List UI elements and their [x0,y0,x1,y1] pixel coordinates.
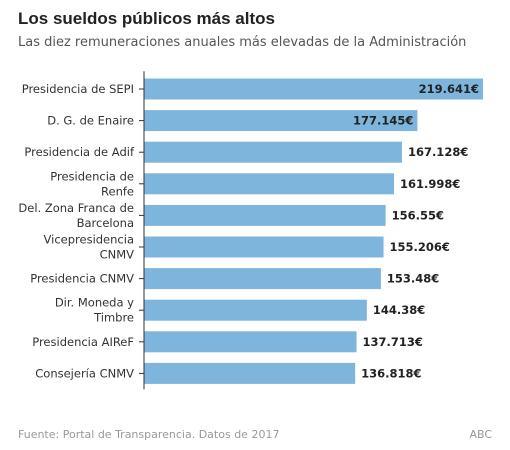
category-label: Presidencia de [50,169,134,183]
bar [144,236,384,258]
bar [144,299,367,321]
category-label: Consejería CNMV [35,366,134,380]
bar [144,362,356,384]
bar [144,141,402,163]
value-label: 137.713€ [363,335,423,349]
category-label: D. G. de Enaire [47,114,134,128]
value-label: 156.55€ [392,208,444,222]
brand-label: ABC [469,428,492,441]
value-label: 161.998€ [400,177,460,191]
category-label: Renfe [101,184,134,198]
category-label: Presidencia AIReF [32,335,134,349]
category-label: Vicepresidencia [44,233,134,247]
source-note: Fuente: Portal de Transparencia. Datos d… [18,428,280,441]
value-label: 136.818€ [361,366,421,380]
value-label: 219.641€ [419,82,479,96]
category-label: Barcelona [77,216,134,230]
category-label: Presidencia de Adif [24,145,135,159]
value-label: 144.38€ [373,303,425,317]
value-label: 167.128€ [408,145,468,159]
category-label: Dir. Moneda y [55,296,134,310]
category-label: CNMV [100,248,135,262]
value-label: 153.48€ [387,272,439,286]
chart-title: Los sueldos públicos más altos [18,9,275,28]
value-label: 177.145€ [353,114,413,128]
value-label: 155.206€ [390,240,450,254]
bar [144,331,357,353]
category-label: Timbre [93,311,134,325]
bar [144,110,418,132]
bar [144,173,395,195]
bar [144,78,483,100]
bar [144,268,381,290]
chart-subtitle: Las diez remuneraciones anuales más elev… [18,35,467,50]
category-label: Presidencia de SEPI [22,82,134,96]
category-label: Presidencia CNMV [30,272,134,286]
bar [144,204,386,226]
category-label: Del. Zona Franca de [18,201,134,215]
